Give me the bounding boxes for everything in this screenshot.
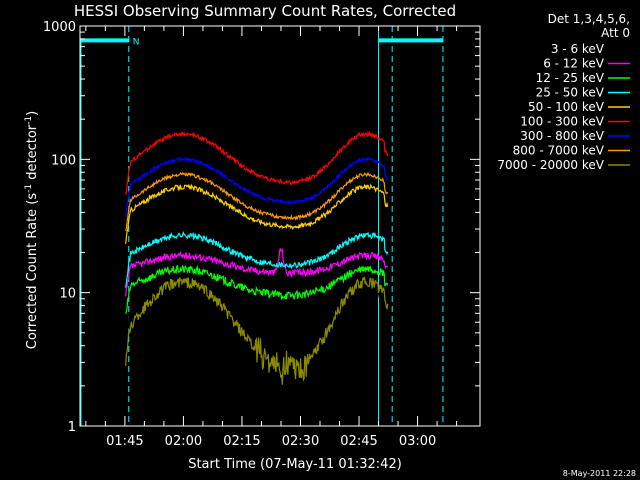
legend-label-8: 800 - 7000 keV <box>513 144 605 158</box>
series-line-6 <box>125 130 389 196</box>
series-line-8 <box>125 171 389 232</box>
series-line-4 <box>125 230 389 288</box>
plot-area: N <box>80 26 444 426</box>
series-line-5 <box>125 183 389 244</box>
x-tick-label-0: 01:45 <box>106 434 143 449</box>
legend-label-1: 3 - 6 keV <box>551 42 605 56</box>
plot-frame <box>79 25 481 427</box>
x-tick-label-1: 02:00 <box>165 434 202 449</box>
legend-label-9: 7000 - 20000 keV <box>497 158 604 172</box>
night-label: N <box>133 37 140 47</box>
series-line-3 <box>125 264 389 315</box>
legend-label-2: 6 - 12 keV <box>543 57 605 71</box>
x-axis: 01:45 02:00 02:15 02:30 02:45 03:00 <box>85 26 458 449</box>
y-axis: 1 10 100 1000 <box>43 20 480 435</box>
x-tick-label-5: 03:00 <box>399 434 436 449</box>
legend-header-line1: Det 1,3,4,5,6, <box>548 12 630 26</box>
legend-label-3: 12 - 25 keV <box>536 71 605 85</box>
y-axis-label-sup1: -1 <box>24 184 34 193</box>
footer-timestamp: 8-May-2011 22:28 <box>563 469 636 478</box>
series-line-2 <box>125 247 389 297</box>
y-axis-label-sup2: -1 <box>24 116 34 125</box>
x-tick-label-2: 02:15 <box>223 434 260 449</box>
legend-label-6: 100 - 300 keV <box>520 115 604 129</box>
y-axis-label-end: ) <box>25 111 40 116</box>
x-axis-label: Start Time (07-May-11 01:32:42) <box>188 457 402 472</box>
series-line-9 <box>125 276 389 385</box>
y-tick-label-2: 100 <box>51 153 76 168</box>
y-tick-label-3: 1000 <box>43 20 76 35</box>
legend-header-line2: Att 0 <box>601 26 630 40</box>
legend-label-4: 25 - 50 keV <box>536 86 605 100</box>
legend-label-7: 300 - 800 keV <box>520 129 604 143</box>
y-tick-label-1: 10 <box>59 287 76 302</box>
y-axis-label-mid: detector <box>25 124 40 184</box>
y-axis-label-main: Corrected Count Rate (s <box>25 193 40 350</box>
x-tick-label-3: 02:30 <box>282 434 319 449</box>
y-tick-label-0: 1 <box>68 420 76 435</box>
chart-title: HESSI Observing Summary Count Rates, Cor… <box>74 2 456 20</box>
y-axis-label: Corrected Count Rate (s-1 detector-1) <box>24 111 40 349</box>
series-line-7 <box>125 156 389 217</box>
legend-label-5: 50 - 100 keV <box>528 100 605 114</box>
x-tick-label-4: 02:45 <box>340 434 377 449</box>
